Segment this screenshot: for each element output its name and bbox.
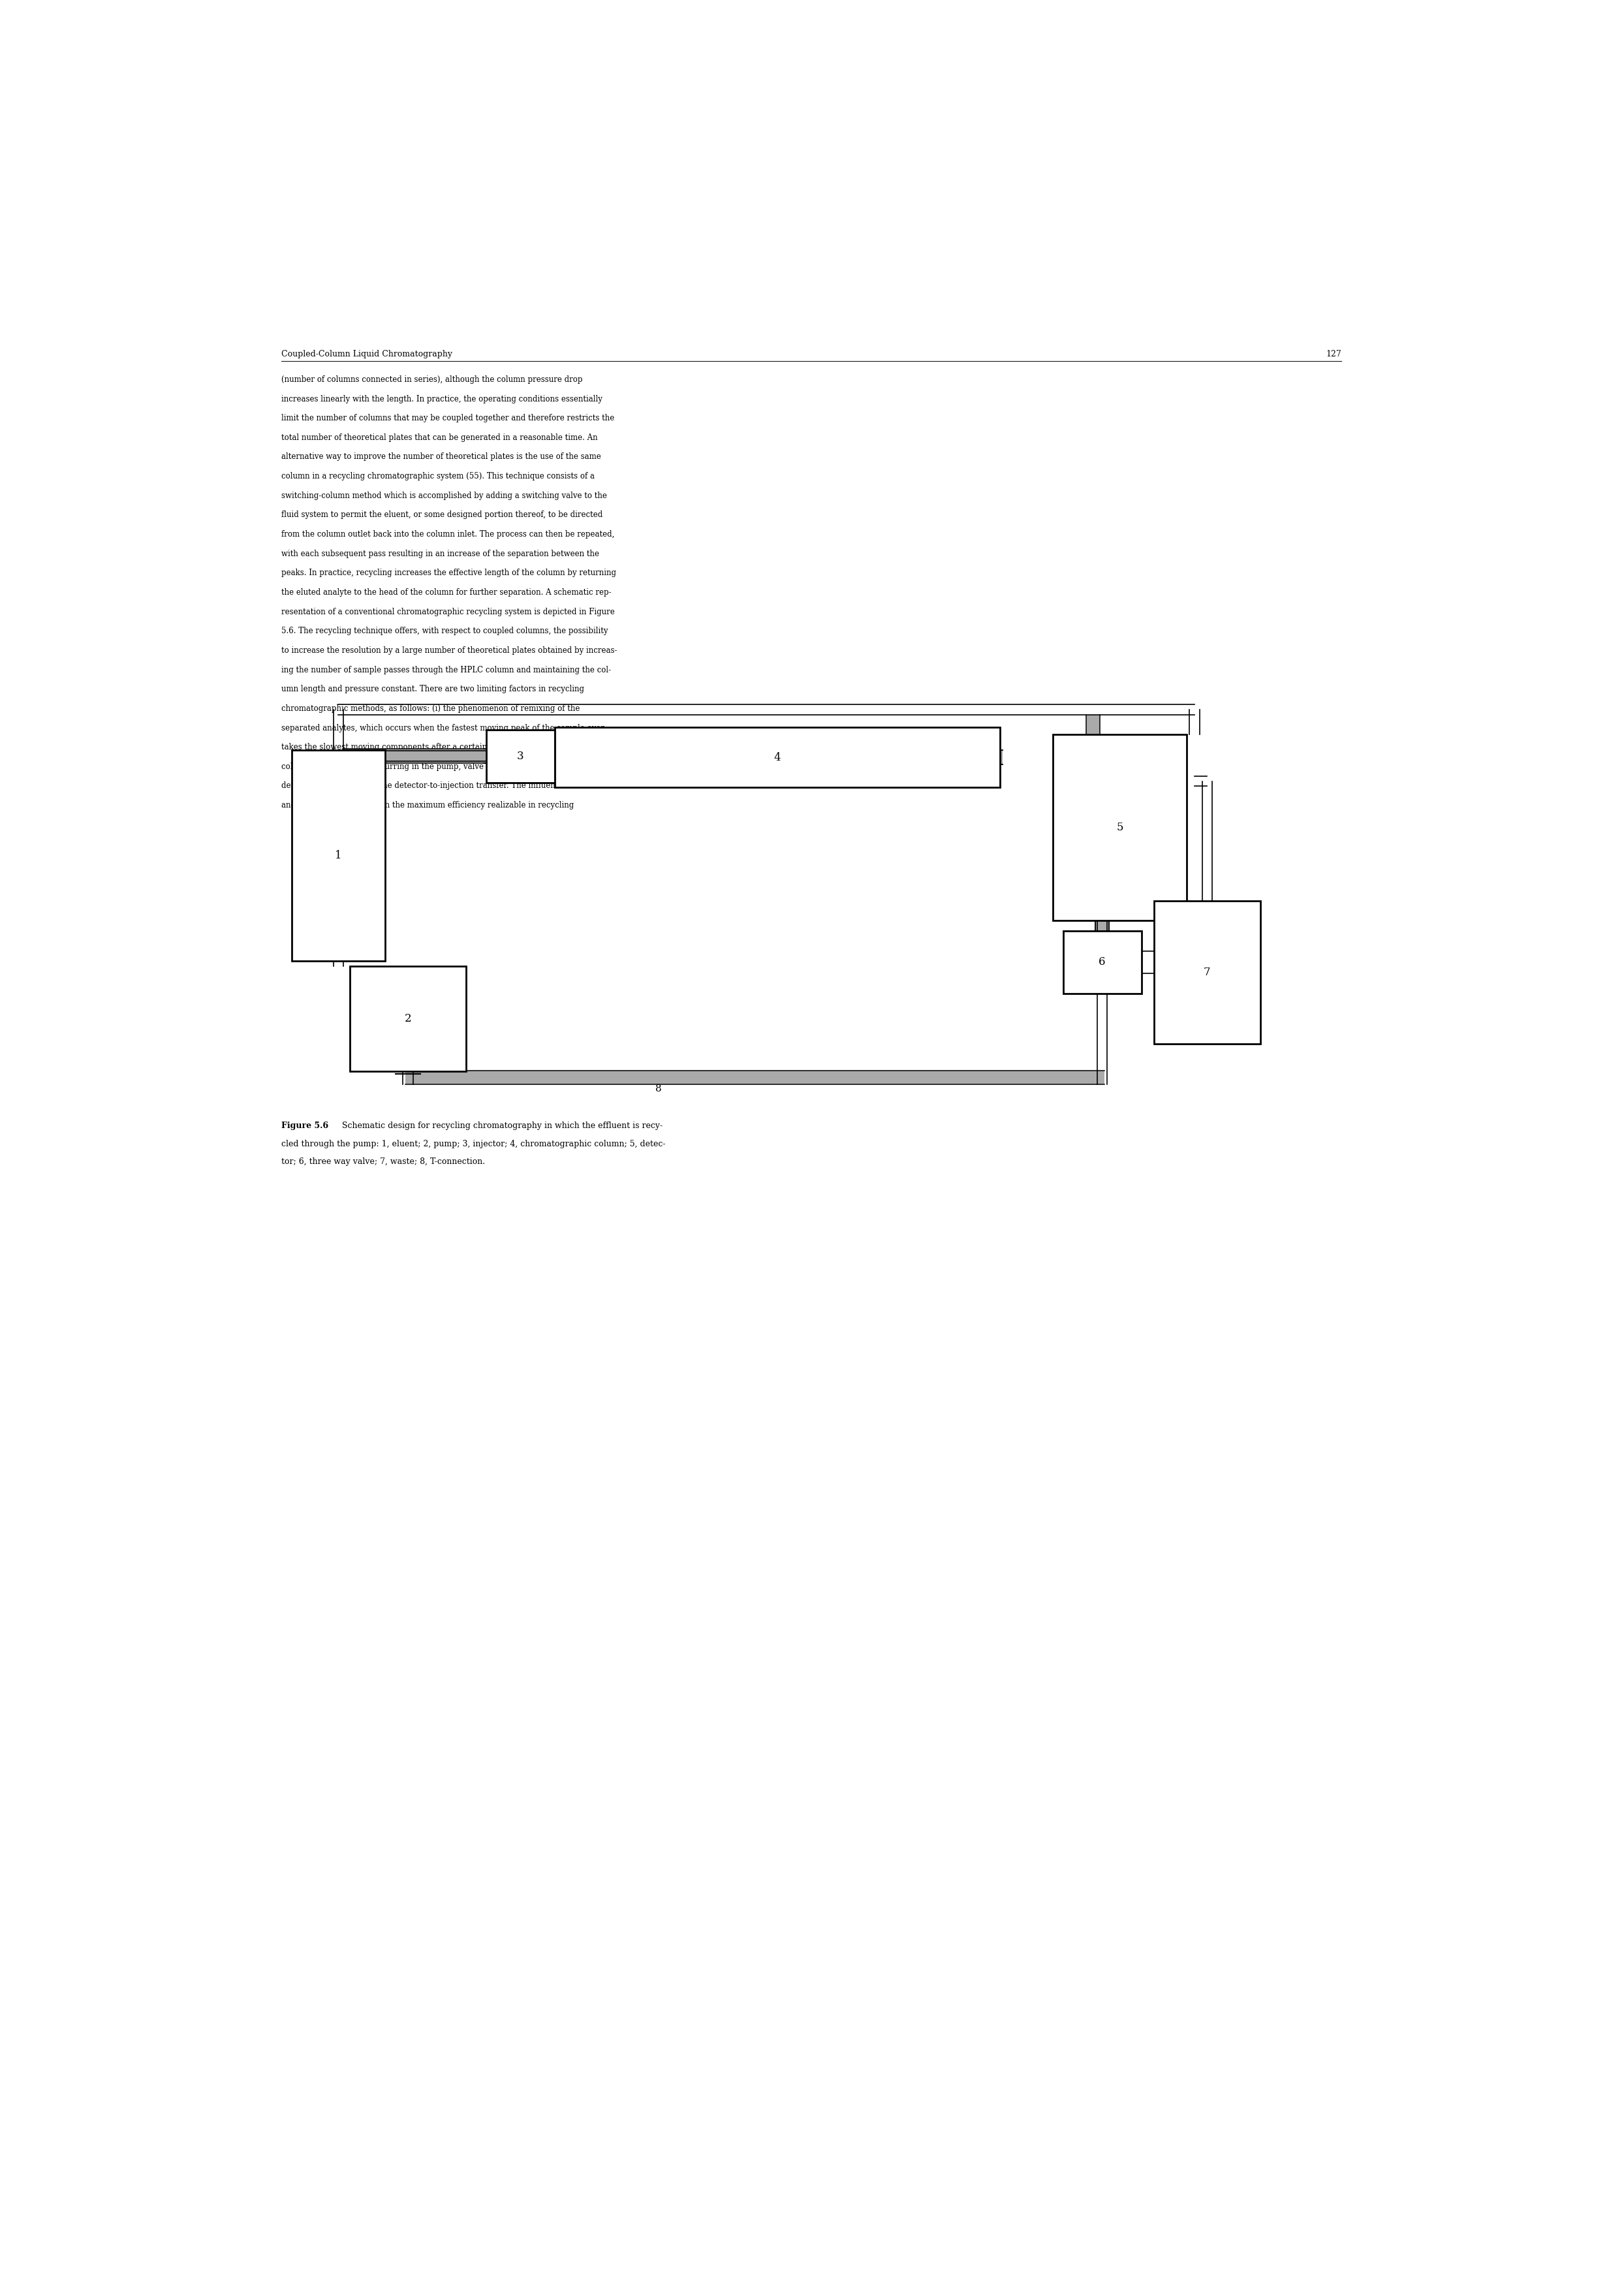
Text: with each subsequent pass resulting in an increase of the separation between the: with each subsequent pass resulting in a… [281, 551, 599, 557]
Text: 5.6. The recycling technique offers, with respect to coupled columns, the possib: 5.6. The recycling technique offers, wit… [281, 626, 607, 635]
Text: detector at each cycle in the detector-to-injection transfer. The influence of c: detector at each cycle in the detector-t… [281, 782, 606, 789]
Bar [486, 729, 554, 782]
Text: the eluted analyte to the head of the column for further separation. A schematic: the eluted analyte to the head of the co… [281, 587, 612, 596]
Bar [406, 1071, 1104, 1085]
Text: 8: 8 [654, 1085, 661, 1094]
Text: takes the slowest moving components after a certain number of cycles; (ii) the e: takes the slowest moving components afte… [281, 743, 612, 752]
Text: Coupled-Column Liquid Chromatography: Coupled-Column Liquid Chromatography [281, 351, 453, 358]
Text: total number of theoretical plates that can be generated in a reasonable time. A: total number of theoretical plates that … [281, 434, 598, 443]
Text: column in a recycling chromatographic system (55). This technique consists of a: column in a recycling chromatographic sy… [281, 473, 594, 479]
Text: 1: 1 [335, 849, 341, 860]
Text: Figure 5.6: Figure 5.6 [281, 1122, 328, 1131]
Text: 7: 7 [1203, 966, 1210, 977]
Bar [1064, 931, 1142, 993]
Text: ing the number of sample passes through the HPLC column and maintaining the col-: ing the number of sample passes through … [281, 665, 611, 674]
Text: 127: 127 [1325, 351, 1341, 358]
Text: switching-column method which is accomplished by adding a switching valve to the: switching-column method which is accompl… [281, 491, 607, 500]
Text: alternative way to improve the number of theoretical plates is the use of the sa: alternative way to improve the number of… [281, 452, 601, 461]
Bar [1155, 902, 1260, 1044]
Text: and extra-column effects on the maximum efficiency realizable in recycling: and extra-column effects on the maximum … [281, 801, 573, 810]
Text: increases linearly with the length. In practice, the operating conditions essent: increases linearly with the length. In p… [281, 395, 603, 404]
Bar [1095, 911, 1109, 934]
Text: 3: 3 [516, 750, 525, 762]
Text: 6: 6 [1099, 957, 1106, 968]
Text: to increase the resolution by a large number of theoretical plates obtained by i: to increase the resolution by a large nu… [281, 647, 617, 654]
Bar [1086, 716, 1099, 736]
Bar [554, 727, 1000, 787]
Bar [979, 750, 1002, 764]
Text: resentation of a conventional chromatographic recycling system is depicted in Fi: resentation of a conventional chromatogr… [281, 608, 615, 617]
Text: fluid system to permit the eluent, or some designed portion thereof, to be direc: fluid system to permit the eluent, or so… [281, 512, 603, 518]
Text: 2: 2 [404, 1014, 411, 1025]
Text: 4: 4 [773, 752, 781, 764]
Text: separated analytes, which occurs when the fastest moving peak of the sample over: separated analytes, which occurs when th… [281, 723, 607, 732]
Bar [1052, 734, 1187, 920]
Text: column band broading occurring in the pump, valve devices, connecting tubes, and: column band broading occurring in the pu… [281, 762, 606, 771]
Text: from the column outlet back into the column inlet. The process can then be repea: from the column outlet back into the col… [281, 530, 614, 539]
Text: 5: 5 [1116, 821, 1124, 833]
Bar [1138, 952, 1156, 973]
Text: umn length and pressure constant. There are two limiting factors in recycling: umn length and pressure constant. There … [281, 686, 585, 693]
Text: tor; 6, three way valve; 7, waste; 8, T-connection.: tor; 6, three way valve; 7, waste; 8, T-… [281, 1158, 486, 1165]
Bar [983, 750, 1002, 764]
Bar [343, 750, 486, 764]
Bar [292, 750, 385, 961]
Text: Schematic design for recycling chromatography in which the effluent is recy-: Schematic design for recycling chromatog… [338, 1122, 663, 1131]
Bar [349, 966, 466, 1071]
Text: (number of columns connected in series), although the column pressure drop: (number of columns connected in series),… [281, 376, 583, 383]
Bar [1095, 918, 1109, 941]
Text: peaks. In practice, recycling increases the effective length of the column by re: peaks. In practice, recycling increases … [281, 569, 615, 578]
Text: chromatographic methods, as follows: (i) the phenomenon of remixing of the: chromatographic methods, as follows: (i)… [281, 704, 580, 713]
Text: limit the number of columns that may be coupled together and therefore restricts: limit the number of columns that may be … [281, 413, 614, 422]
Text: cled through the pump: 1, eluent; 2, pump; 3, injector; 4, chromatographic colum: cled through the pump: 1, eluent; 2, pum… [281, 1140, 666, 1147]
Bar [484, 750, 503, 764]
